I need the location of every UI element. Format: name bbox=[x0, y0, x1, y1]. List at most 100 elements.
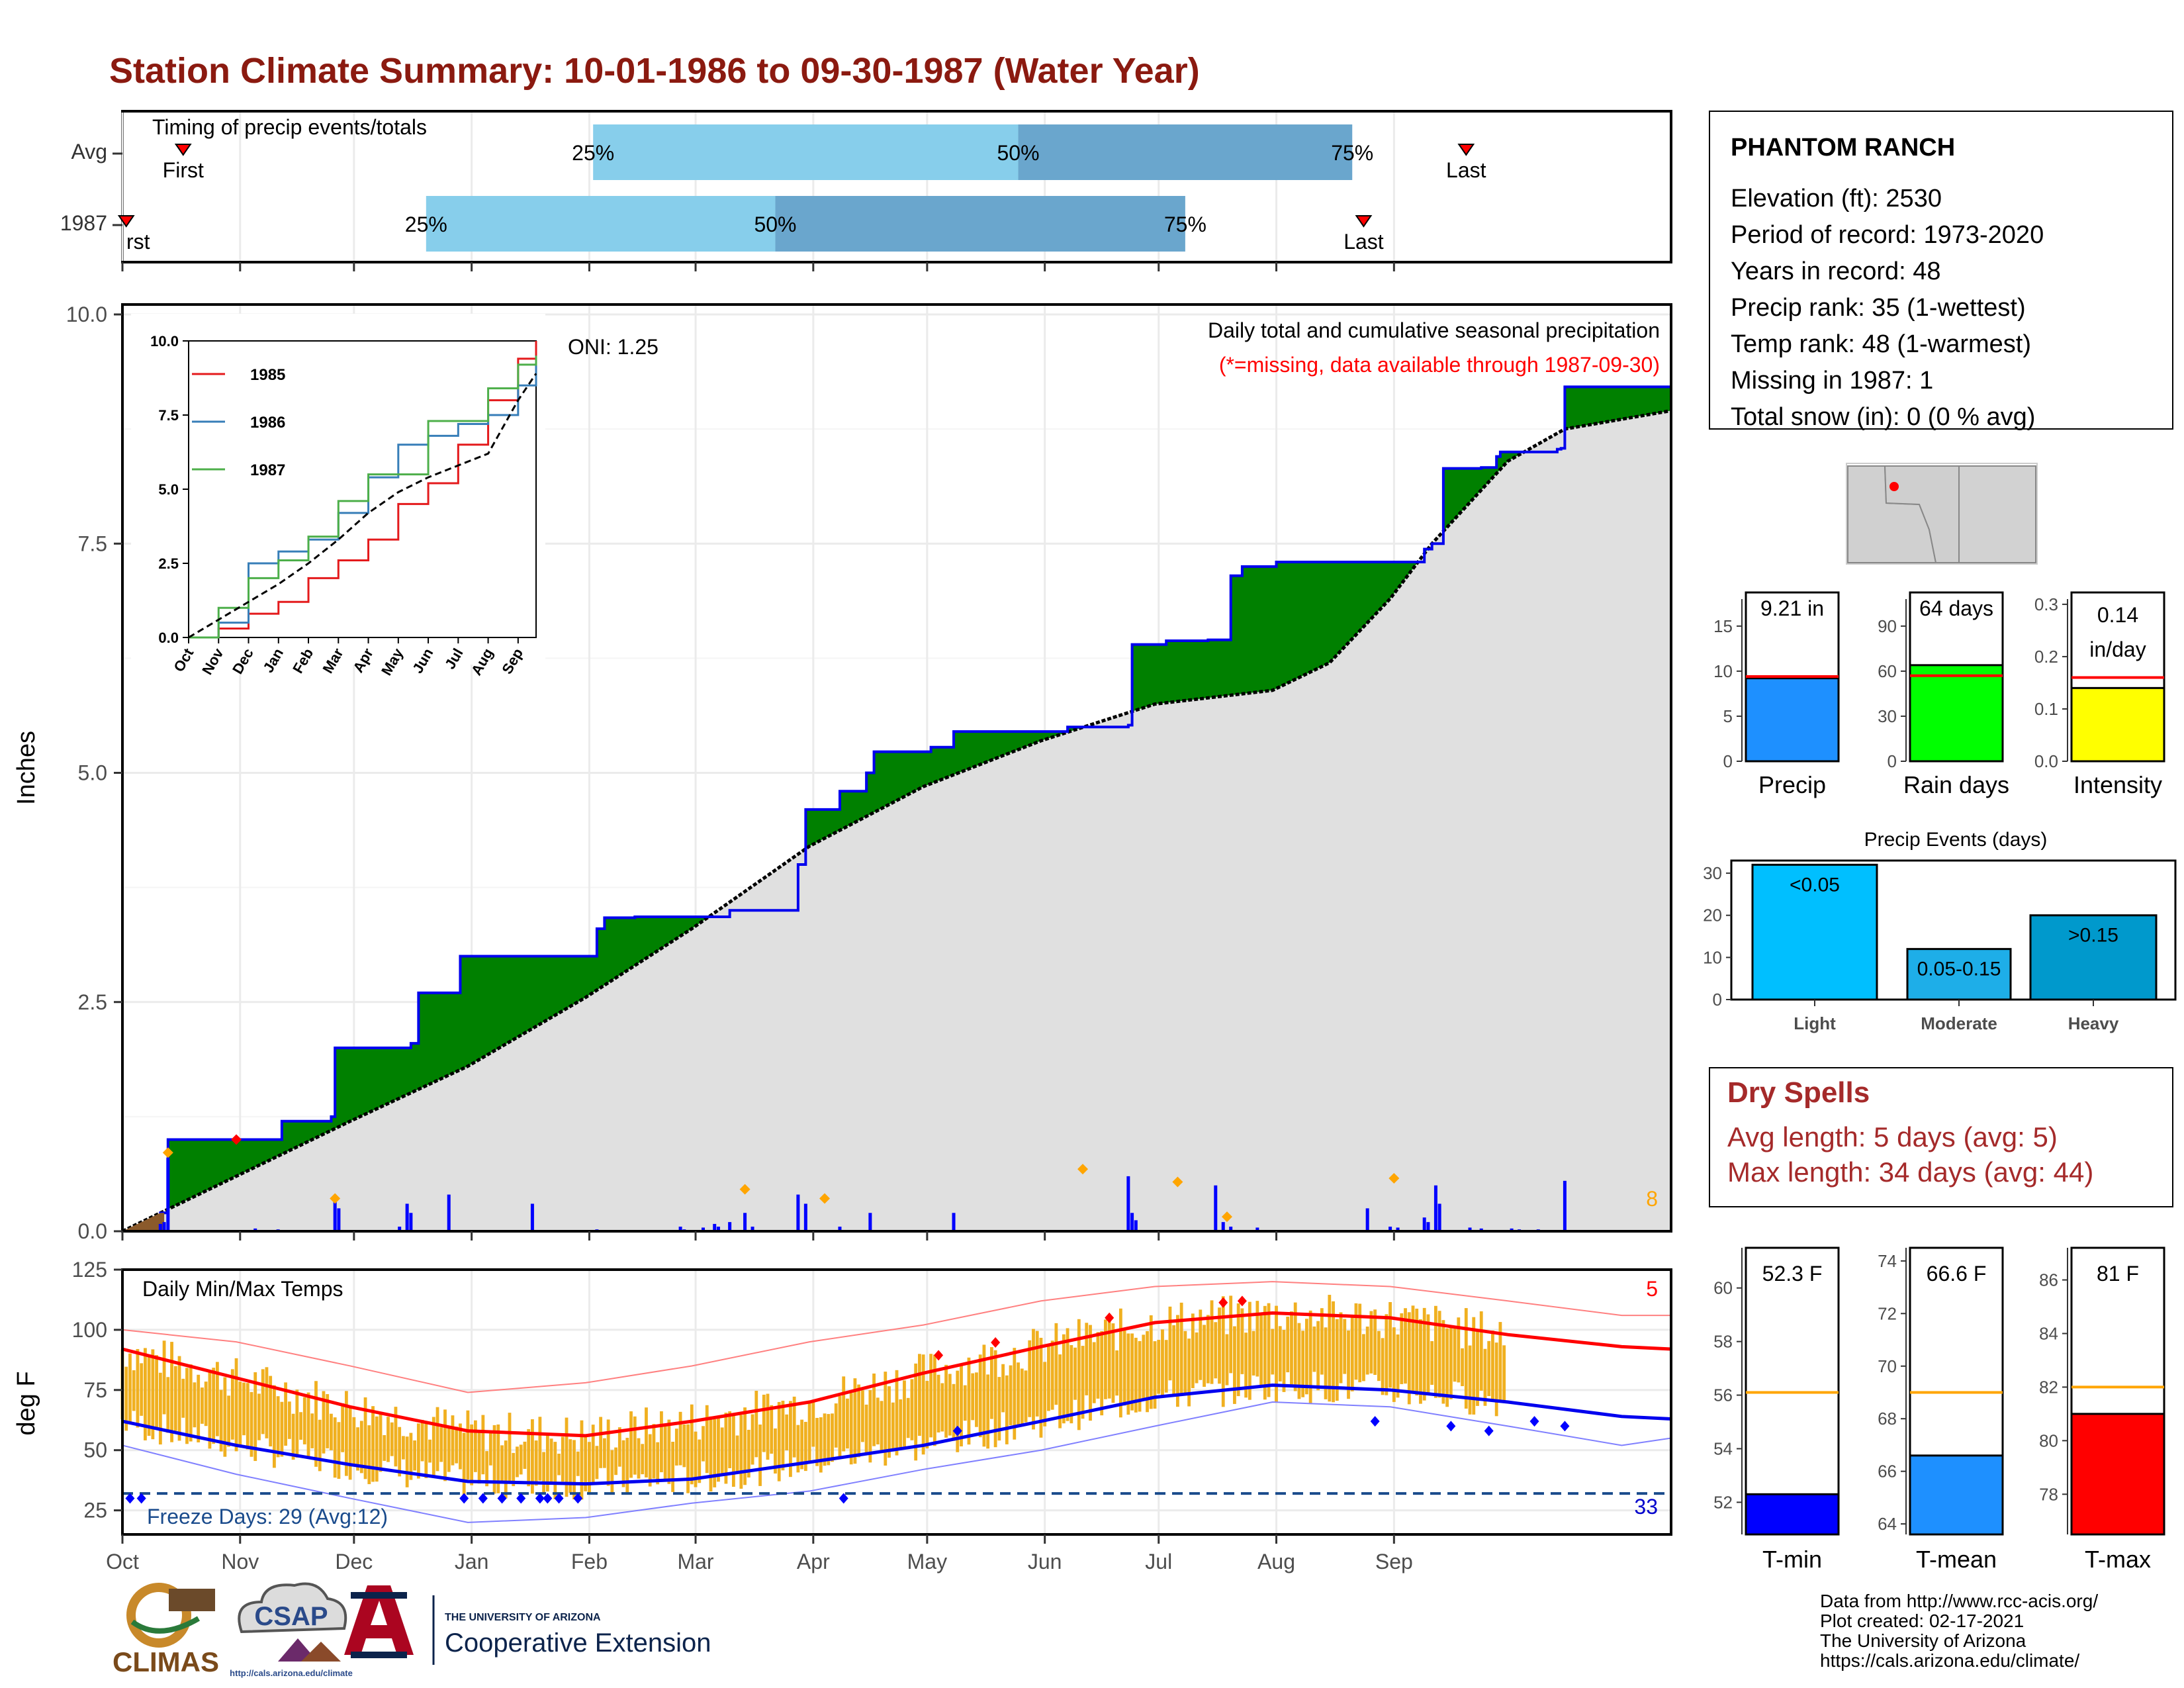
daily-temp-bar bbox=[602, 1438, 606, 1468]
station-info-box: PHANTOM RANCH Elevation (ft): 2530 Perio… bbox=[1709, 111, 2173, 431]
daily-temp-bar bbox=[1100, 1331, 1104, 1416]
daily-temp-bar bbox=[1487, 1340, 1491, 1396]
daily-temp-bar bbox=[956, 1370, 960, 1452]
freeze-day-marker bbox=[839, 1493, 848, 1504]
daily-precip-bar bbox=[952, 1213, 956, 1231]
month-tick-label: Jan bbox=[455, 1550, 489, 1573]
precip-stats-bars: 0 5 10 15 9.21 in Precip 0 30 60 90 64 days Rain da… bbox=[1713, 591, 2165, 798]
daily-temp-bar bbox=[1081, 1346, 1085, 1419]
daily-temp-bar bbox=[940, 1383, 944, 1432]
record-marker bbox=[231, 1134, 242, 1145]
daily-precip-bar bbox=[1437, 1203, 1441, 1231]
daily-temp-bar bbox=[1077, 1319, 1081, 1430]
temp-stat-category-label: T-max bbox=[2085, 1546, 2151, 1573]
timing-row-avg-label: Avg bbox=[71, 140, 107, 164]
daily-temp-bar bbox=[204, 1382, 208, 1427]
daily-temp-bar bbox=[731, 1415, 735, 1487]
timing-last-label: Last bbox=[1343, 230, 1384, 254]
daily-precip-bar bbox=[1130, 1213, 1134, 1231]
inset-y-tick-label: 7.5 bbox=[158, 407, 179, 424]
timing-q25-q50-bar bbox=[593, 124, 1019, 180]
daily-temp-bar bbox=[1498, 1322, 1502, 1402]
temp-stat-y-tick-label: 72 bbox=[1878, 1303, 1897, 1323]
daily-temp-bar bbox=[1316, 1321, 1320, 1391]
daily-temp-bar bbox=[140, 1363, 144, 1416]
timing-quantile-label: 75% bbox=[1331, 141, 1373, 165]
daily-temp-bar bbox=[402, 1436, 405, 1460]
temp-stat-y-tick-label: 74 bbox=[1878, 1251, 1897, 1271]
daily-precip-bar bbox=[1563, 1180, 1567, 1231]
temp-y-tick-label: 100 bbox=[72, 1318, 107, 1342]
daily-temp-bar bbox=[948, 1374, 952, 1436]
inset-y-tick-label: 10.0 bbox=[150, 333, 179, 350]
timing-q50-q75-bar bbox=[1018, 124, 1353, 180]
daily-temp-bar bbox=[428, 1439, 432, 1463]
daily-temp-bar bbox=[367, 1425, 371, 1485]
temp-stats-bars: 52 54 56 58 60 52.3 F T-min 64 66 68 70 72 74 66.6 F T… bbox=[1713, 1246, 2165, 1573]
daily-temp-bar bbox=[648, 1434, 652, 1487]
daily-temp-bar bbox=[215, 1362, 219, 1436]
daily-temp-bar bbox=[306, 1392, 310, 1459]
daily-temp-bar bbox=[1168, 1306, 1172, 1381]
daily-precip-bar bbox=[253, 1228, 257, 1231]
daily-temp-bar bbox=[1464, 1308, 1468, 1409]
events-y-tick-label: 30 bbox=[1703, 863, 1722, 883]
daily-temp-bar bbox=[1441, 1320, 1445, 1404]
hot-count-label: 5 bbox=[1646, 1277, 1658, 1301]
daily-temp-bar bbox=[1479, 1311, 1483, 1391]
missing-data-marker bbox=[819, 1193, 831, 1204]
daily-temp-bar bbox=[754, 1390, 758, 1458]
daily-temp-bar bbox=[887, 1386, 891, 1458]
daily-temp-bar bbox=[466, 1410, 470, 1480]
daily-temp-bar bbox=[158, 1372, 162, 1445]
daily-temp-bar bbox=[512, 1452, 516, 1487]
daily-temp-bar bbox=[538, 1417, 542, 1481]
daily-temp-bar bbox=[1301, 1331, 1305, 1397]
daily-precip-bar bbox=[409, 1213, 413, 1231]
csap-logo-text: CSAP bbox=[254, 1602, 328, 1631]
daily-precip-bar bbox=[1433, 1185, 1437, 1231]
daily-temp-bar bbox=[621, 1440, 625, 1487]
daily-temp-bar bbox=[459, 1423, 462, 1470]
daily-temp-bar bbox=[1407, 1312, 1411, 1405]
daily-precip-bar bbox=[162, 1222, 166, 1231]
daily-temp-bar bbox=[409, 1432, 413, 1480]
daily-temp-bar bbox=[455, 1427, 459, 1464]
daily-temp-bar bbox=[633, 1416, 637, 1475]
daily-precip-bar bbox=[751, 1227, 754, 1231]
daily-temp-bar bbox=[1434, 1305, 1437, 1398]
daily-temp-bar bbox=[193, 1382, 197, 1428]
daily-temp-bar bbox=[1058, 1354, 1062, 1429]
daily-temp-bar bbox=[1161, 1329, 1164, 1397]
missing-data-marker bbox=[1077, 1164, 1089, 1175]
daily-temp-bar bbox=[645, 1407, 648, 1477]
daily-temp-bar bbox=[834, 1403, 838, 1448]
freeze-day-marker bbox=[1446, 1421, 1456, 1432]
temp-y-tick-label: 25 bbox=[83, 1499, 107, 1523]
daily-temp-bar bbox=[330, 1413, 333, 1450]
daily-temp-bar bbox=[1191, 1313, 1195, 1388]
daily-temp-bar bbox=[713, 1419, 717, 1487]
daily-temp-bar bbox=[1062, 1334, 1066, 1424]
hot-day-marker bbox=[1237, 1295, 1247, 1307]
stat-value-label-unit: in/day bbox=[2089, 637, 2146, 661]
daily-temp-bar bbox=[1324, 1327, 1328, 1399]
daily-temp-bar bbox=[1362, 1334, 1365, 1382]
precip-panel: 0.0 2.5 5.0 7.5 10.0 Inches Daily total and … bbox=[13, 303, 1672, 1243]
daily-temp-bar bbox=[545, 1434, 549, 1492]
daily-temp-bar bbox=[975, 1372, 978, 1427]
daily-temp-bar bbox=[1494, 1342, 1498, 1417]
daily-temp-bar bbox=[314, 1381, 318, 1467]
daily-precip-bar bbox=[158, 1223, 162, 1231]
temp-stat-frame bbox=[2070, 1246, 2165, 1536]
daily-temp-bar bbox=[774, 1428, 777, 1474]
daily-temp-bar bbox=[1035, 1331, 1039, 1417]
daily-temp-bar bbox=[173, 1366, 177, 1431]
daily-temp-bar bbox=[694, 1431, 698, 1487]
footer-credits: Data from http://www.rcc-acis.org/ Plot … bbox=[1820, 1591, 2098, 1671]
daily-temp-bar bbox=[1024, 1370, 1028, 1423]
daily-temp-bar bbox=[227, 1395, 230, 1447]
daily-temp-bar bbox=[921, 1354, 925, 1455]
daily-temp-bar bbox=[1419, 1319, 1422, 1404]
csap-logo: CSAP http://cals.arizona.edu/climate bbox=[230, 1582, 353, 1678]
